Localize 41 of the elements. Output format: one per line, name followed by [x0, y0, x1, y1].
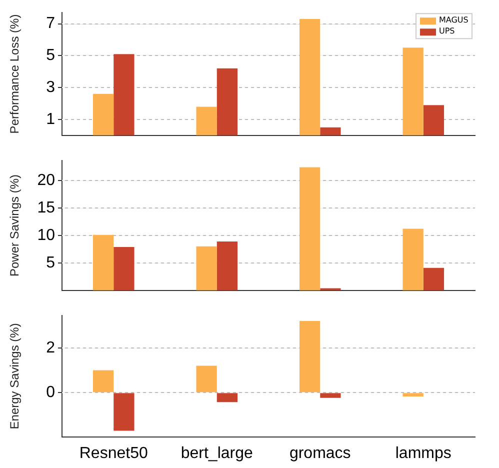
bar	[402, 393, 424, 396]
bar	[299, 167, 320, 290]
x-tick-label: bert_large	[180, 444, 253, 462]
y-tick-label: 7	[46, 15, 56, 32]
bar	[423, 105, 444, 136]
bar	[114, 246, 134, 290]
y-axis-title: Energy Savings (%)	[8, 323, 22, 430]
bar	[299, 320, 320, 392]
x-tick-label: gromacs	[289, 444, 351, 462]
bar	[216, 68, 238, 136]
y-tick-label: 20	[37, 172, 56, 189]
bar	[423, 268, 444, 290]
bar	[402, 228, 424, 290]
bar	[92, 234, 114, 290]
bar	[92, 370, 114, 392]
y-tick-label: 0	[46, 384, 56, 402]
y-tick-label: 3	[46, 78, 56, 96]
bar	[196, 246, 217, 290]
y-tick-label: 5	[46, 47, 56, 64]
bar	[299, 18, 320, 136]
y-tick-label: 10	[37, 226, 56, 244]
legend-label: UPS	[439, 26, 455, 36]
bar	[402, 48, 424, 136]
y-axis-title: Performance Loss (%)	[8, 14, 22, 134]
y-tick-label: 2	[46, 339, 56, 356]
bar	[114, 54, 134, 136]
bar	[114, 393, 134, 431]
bar	[320, 127, 341, 136]
y-tick-label: 1	[46, 110, 56, 128]
bar	[320, 393, 341, 398]
bar	[216, 241, 238, 290]
y-axis-title: Power Savings (%)	[8, 174, 22, 277]
bar	[196, 366, 217, 392]
bar	[92, 94, 114, 136]
y-tick-label: 15	[37, 199, 56, 216]
bar	[216, 393, 238, 402]
x-tick-label: lammps	[395, 444, 452, 462]
bar	[196, 106, 217, 136]
legend-label: MAGUS	[439, 16, 468, 25]
y-tick-label: 5	[46, 254, 56, 272]
x-tick-label: Resnet50	[79, 444, 148, 462]
